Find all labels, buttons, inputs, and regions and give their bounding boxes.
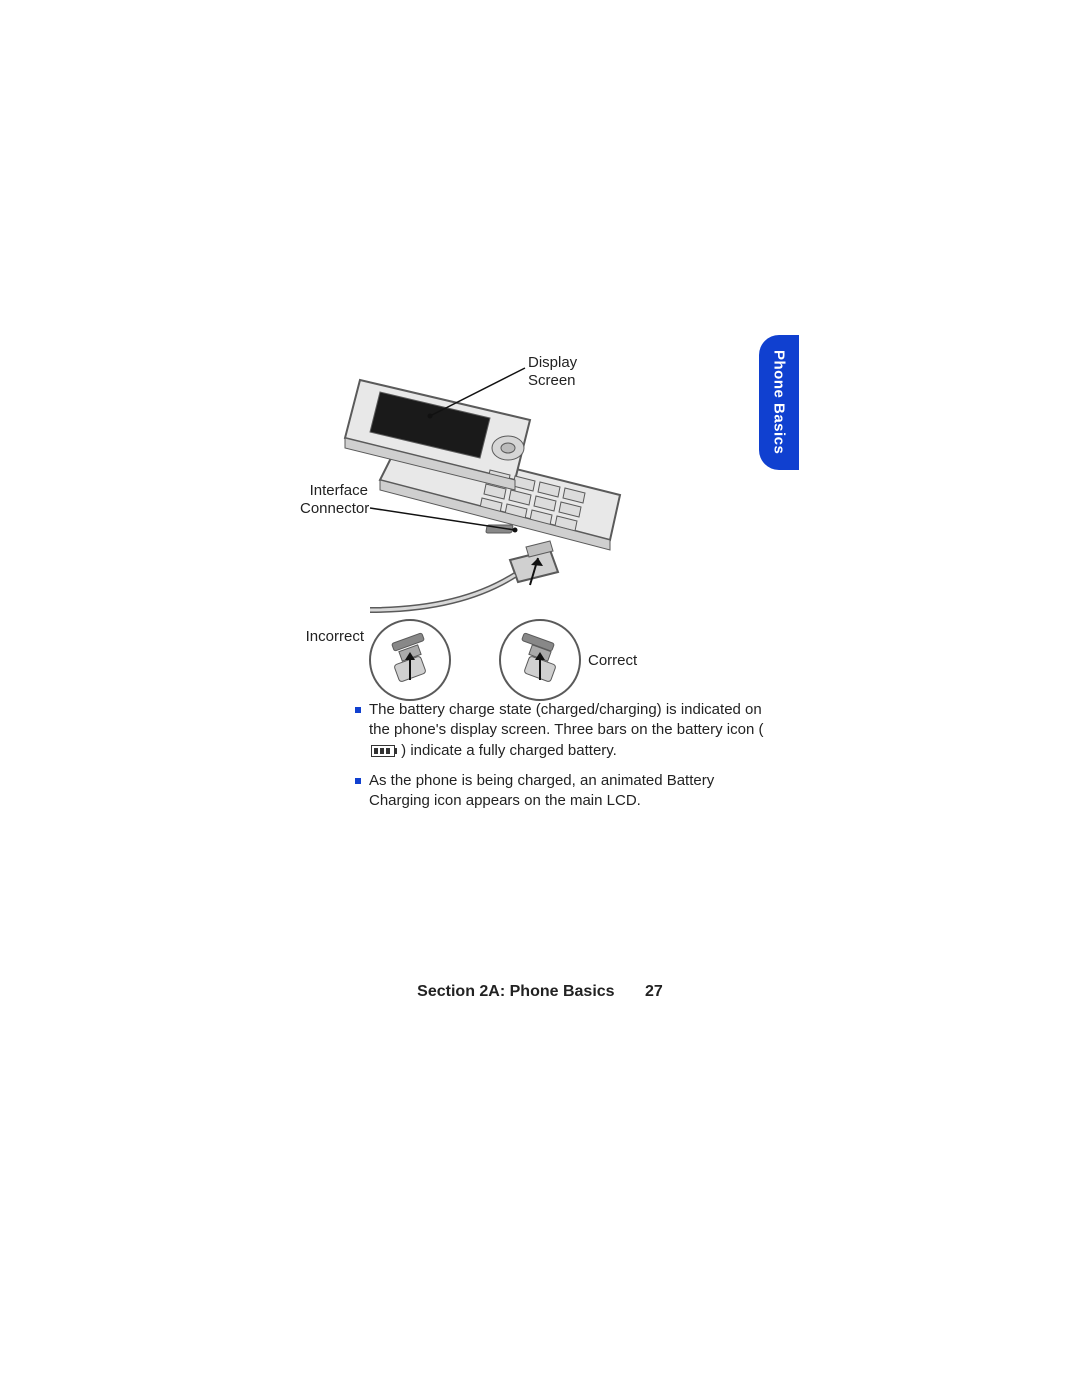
bullet-icon — [355, 707, 361, 713]
label-interface-connector-line1: Interface — [310, 482, 368, 499]
phone-diagram: Display Screen Interface Connector Incor… — [300, 340, 780, 740]
label-display-screen: Display Screen — [528, 354, 577, 390]
manual-page: Phone Basics — [0, 0, 1080, 1397]
footer-section-title: Section 2A: Phone Basics — [417, 983, 614, 1000]
bullet1-pre: The battery charge state (charged/chargi… — [369, 701, 763, 738]
label-incorrect: Incorrect — [300, 628, 364, 646]
bullet-list: The battery charge state (charged/chargi… — [355, 700, 765, 821]
label-interface-connector-line2: Connector — [300, 500, 369, 517]
bullet1-post: ) indicate a fully charged battery. — [397, 742, 617, 759]
bullet-text-2: As the phone is being charged, an animat… — [369, 771, 765, 812]
label-display-screen-line2: Screen — [528, 372, 576, 389]
page-footer: Section 2A: Phone Basics 27 — [0, 983, 1080, 1001]
list-item: The battery charge state (charged/chargi… — [355, 700, 765, 761]
label-correct: Correct — [588, 652, 637, 670]
label-display-screen-line1: Display — [528, 354, 577, 371]
label-interface-connector: Interface Connector — [300, 482, 368, 518]
battery-icon — [371, 745, 395, 757]
bullet-icon — [355, 778, 361, 784]
bullet-text-1: The battery charge state (charged/chargi… — [369, 700, 765, 761]
list-item: As the phone is being charged, an animat… — [355, 771, 765, 812]
phone-illustration-svg — [300, 340, 780, 740]
footer-page-number: 27 — [645, 983, 663, 1000]
